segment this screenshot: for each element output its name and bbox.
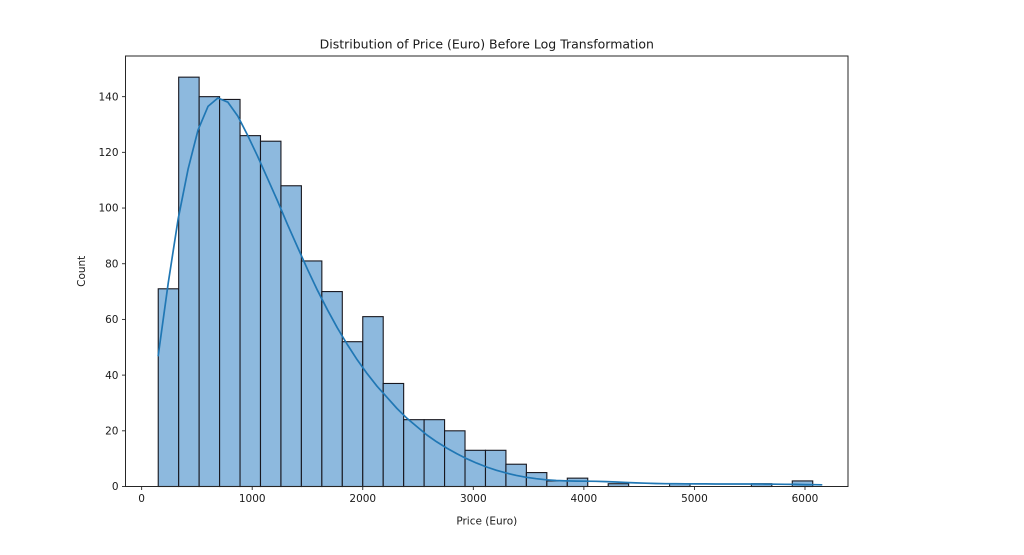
x-tick-label: 0 bbox=[138, 493, 145, 505]
histogram-bar bbox=[300, 260, 323, 488]
histogram-bar bbox=[321, 291, 343, 488]
histogram-bar bbox=[546, 480, 568, 488]
x-tick-label: 3000 bbox=[460, 493, 487, 505]
kde-curve bbox=[157, 97, 823, 486]
histogram-bar bbox=[362, 316, 384, 488]
y-tick-label: 0 bbox=[112, 481, 119, 493]
chart-title: Distribution of Price (Euro) Before Log … bbox=[320, 37, 654, 52]
y-tick-label: 140 bbox=[98, 91, 118, 103]
x-axis-label: Price (Euro) bbox=[456, 516, 517, 528]
histogram-bar bbox=[259, 140, 282, 488]
x-tick-label: 1000 bbox=[239, 493, 266, 505]
y-tick-label: 60 bbox=[105, 314, 118, 326]
y-tick-label: 80 bbox=[105, 258, 118, 270]
y-tick-label: 40 bbox=[105, 370, 118, 382]
histogram-bar bbox=[198, 96, 221, 488]
x-tick-label: 5000 bbox=[681, 493, 708, 505]
histogram-bar bbox=[239, 135, 262, 488]
histogram-bar bbox=[219, 98, 241, 488]
x-tick-label: 4000 bbox=[571, 493, 598, 505]
axes-frame bbox=[125, 55, 849, 487]
histogram-bar bbox=[444, 430, 466, 488]
x-tick-label: 2000 bbox=[349, 493, 376, 505]
y-axis-label: Count bbox=[76, 256, 88, 287]
histogram-bar bbox=[566, 477, 589, 488]
y-tick-label: 100 bbox=[98, 203, 118, 215]
histogram-bar bbox=[382, 382, 405, 488]
y-tick-label: 20 bbox=[105, 426, 118, 438]
y-tick-label: 120 bbox=[98, 147, 118, 159]
histogram-bar bbox=[157, 288, 180, 488]
histogram-bar bbox=[464, 449, 487, 488]
x-tick-label: 6000 bbox=[792, 493, 819, 505]
histogram-bar bbox=[423, 419, 446, 488]
